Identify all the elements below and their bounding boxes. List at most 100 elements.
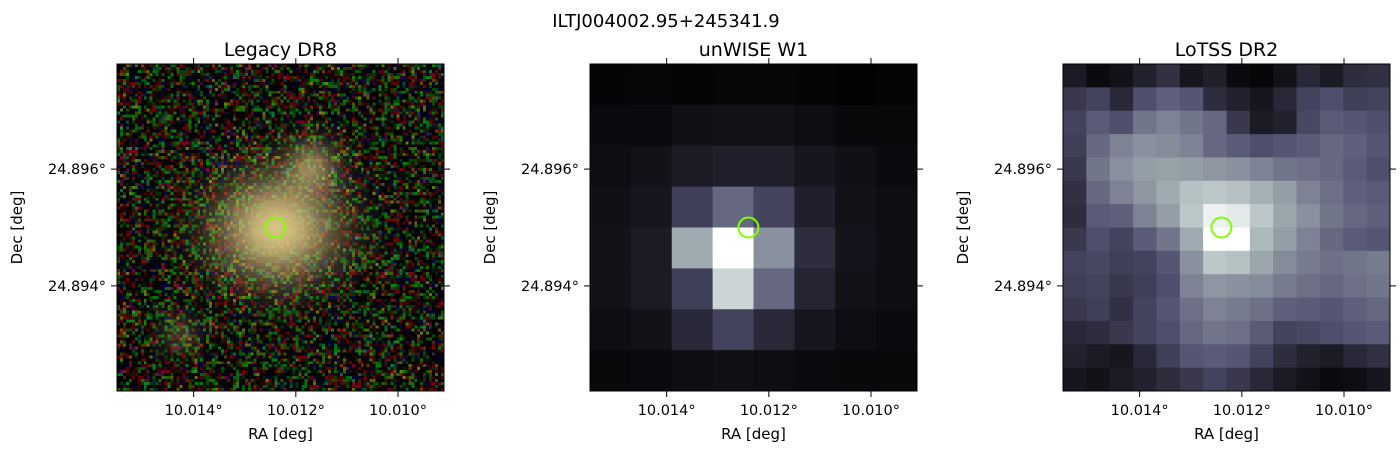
heatmap-cell [1319, 87, 1344, 112]
panel-2: 10.014° 10.012° 10.010° 24.896° 24.894° unWIS… [481, 39, 923, 443]
heatmap-cell [1156, 320, 1181, 345]
heatmap-cell [1249, 134, 1274, 159]
heatmap-cell [1366, 227, 1390, 252]
heatmap-cell [1319, 64, 1344, 88]
heatmap-cell [1249, 344, 1274, 369]
heatmap-cell [712, 145, 755, 188]
heatmap-cell [794, 145, 836, 188]
optical-image [117, 64, 444, 391]
heatmap-cell [1366, 87, 1390, 112]
heatmap-cell [1343, 204, 1368, 229]
heatmap-cell [1296, 250, 1321, 275]
source-marker [264, 216, 287, 239]
heatmap-cell [1133, 344, 1158, 369]
heatmap-cell [1063, 134, 1087, 159]
heatmap-cell [1109, 227, 1134, 252]
heatmap-cell [1366, 134, 1390, 159]
heatmap-cell [590, 186, 632, 229]
heatmap-cell [630, 309, 673, 351]
heatmap-cell [876, 268, 917, 310]
heatmap-cell [876, 227, 917, 269]
heatmap-cell [1203, 87, 1228, 112]
heatmap-cell [1249, 157, 1274, 182]
heatmap-cell [1249, 250, 1274, 275]
heatmap-cell [1156, 110, 1181, 135]
heatmap-cell [1366, 157, 1390, 182]
y-tick-label: 24.896° [48, 162, 106, 178]
heatmap-cell [1366, 320, 1390, 345]
panel-image [1063, 64, 1390, 391]
heatmap-cell [671, 64, 714, 106]
heatmap-cell [794, 268, 836, 310]
heatmap-cell [630, 268, 673, 310]
heatmap-cell [1343, 134, 1368, 159]
heatmap-cell [1109, 367, 1134, 391]
heatmap-cell [1109, 157, 1134, 182]
heatmap-cell [1109, 87, 1134, 112]
heatmap-cell [590, 64, 632, 106]
heatmap-cell [671, 227, 714, 269]
heatmap-cell [1086, 134, 1111, 159]
heatmap-cell [630, 350, 673, 391]
heatmap-cell [1319, 110, 1344, 135]
heatmap-cell [1109, 250, 1134, 275]
heatmap-cell [1343, 367, 1368, 391]
heatmap-cell [1249, 367, 1274, 391]
heatmap-cell [1296, 87, 1321, 112]
x-tick-label: 10.014° [638, 403, 696, 419]
heatmap-cell [1156, 204, 1181, 229]
heatmap-cell [1156, 227, 1181, 252]
heatmap-cell [1179, 110, 1204, 135]
heatmap-cell [835, 104, 877, 147]
heatmap-cell [1179, 87, 1204, 112]
axes-frame [1062, 63, 1391, 392]
y-axis-label: Dec [deg] [8, 191, 26, 265]
heatmap-cell [1179, 134, 1204, 159]
x-tick-label: 10.012° [267, 403, 325, 419]
x-tick-label: 10.012° [1213, 403, 1271, 419]
heatmap-cell [1226, 204, 1251, 229]
y-axis-label: Dec [deg] [954, 191, 972, 265]
heatmap-cell [1249, 180, 1274, 205]
heatmap-cell [1366, 250, 1390, 275]
heatmap-cell [1203, 227, 1228, 252]
heatmap-cell [1086, 344, 1111, 369]
heatmap-cell [835, 186, 877, 229]
heatmap-cell [1249, 87, 1274, 112]
panel-title: unWISE W1 [699, 39, 808, 61]
heatmap-cell [1063, 250, 1087, 275]
heatmap-cell [590, 309, 632, 351]
heatmap-cell [835, 309, 877, 351]
heatmap-cell [1063, 297, 1087, 322]
y-tick-label: 24.894° [521, 279, 579, 295]
x-tick-label: 10.014° [1111, 403, 1169, 419]
x-axis-label: RA [deg] [248, 425, 313, 443]
heatmap-cell [1273, 134, 1298, 159]
heatmap-cell [753, 227, 795, 269]
heatmap-cell [671, 309, 714, 351]
panel-image [590, 64, 917, 391]
axes-frame [589, 63, 918, 392]
heatmap-cell [1226, 157, 1251, 182]
heatmap-cell [1086, 64, 1111, 88]
heatmap-cell [671, 350, 714, 391]
heatmap-cell [1156, 180, 1181, 205]
heatmap-cell [1319, 180, 1344, 205]
y-axis-label: Dec [deg] [481, 191, 499, 265]
heatmap-cell [1366, 180, 1390, 205]
heatmap-cell [590, 350, 632, 391]
heatmap-cell [1203, 180, 1228, 205]
heatmap-cell [1179, 64, 1204, 88]
heatmap-cell [1203, 320, 1228, 345]
heatmap-cell [1133, 134, 1158, 159]
heatmap-cell [835, 350, 877, 391]
heatmap-cell [1063, 64, 1087, 88]
heatmap-cell [1109, 134, 1134, 159]
y-tick-label: 24.894° [48, 279, 106, 295]
y-tick-label: 24.896° [994, 162, 1052, 178]
heatmap-cell [1086, 297, 1111, 322]
heatmap-cell [1343, 64, 1368, 88]
heatmap-cell [671, 268, 714, 310]
heatmap-cell [1063, 227, 1087, 252]
heatmap-cell [835, 145, 877, 188]
